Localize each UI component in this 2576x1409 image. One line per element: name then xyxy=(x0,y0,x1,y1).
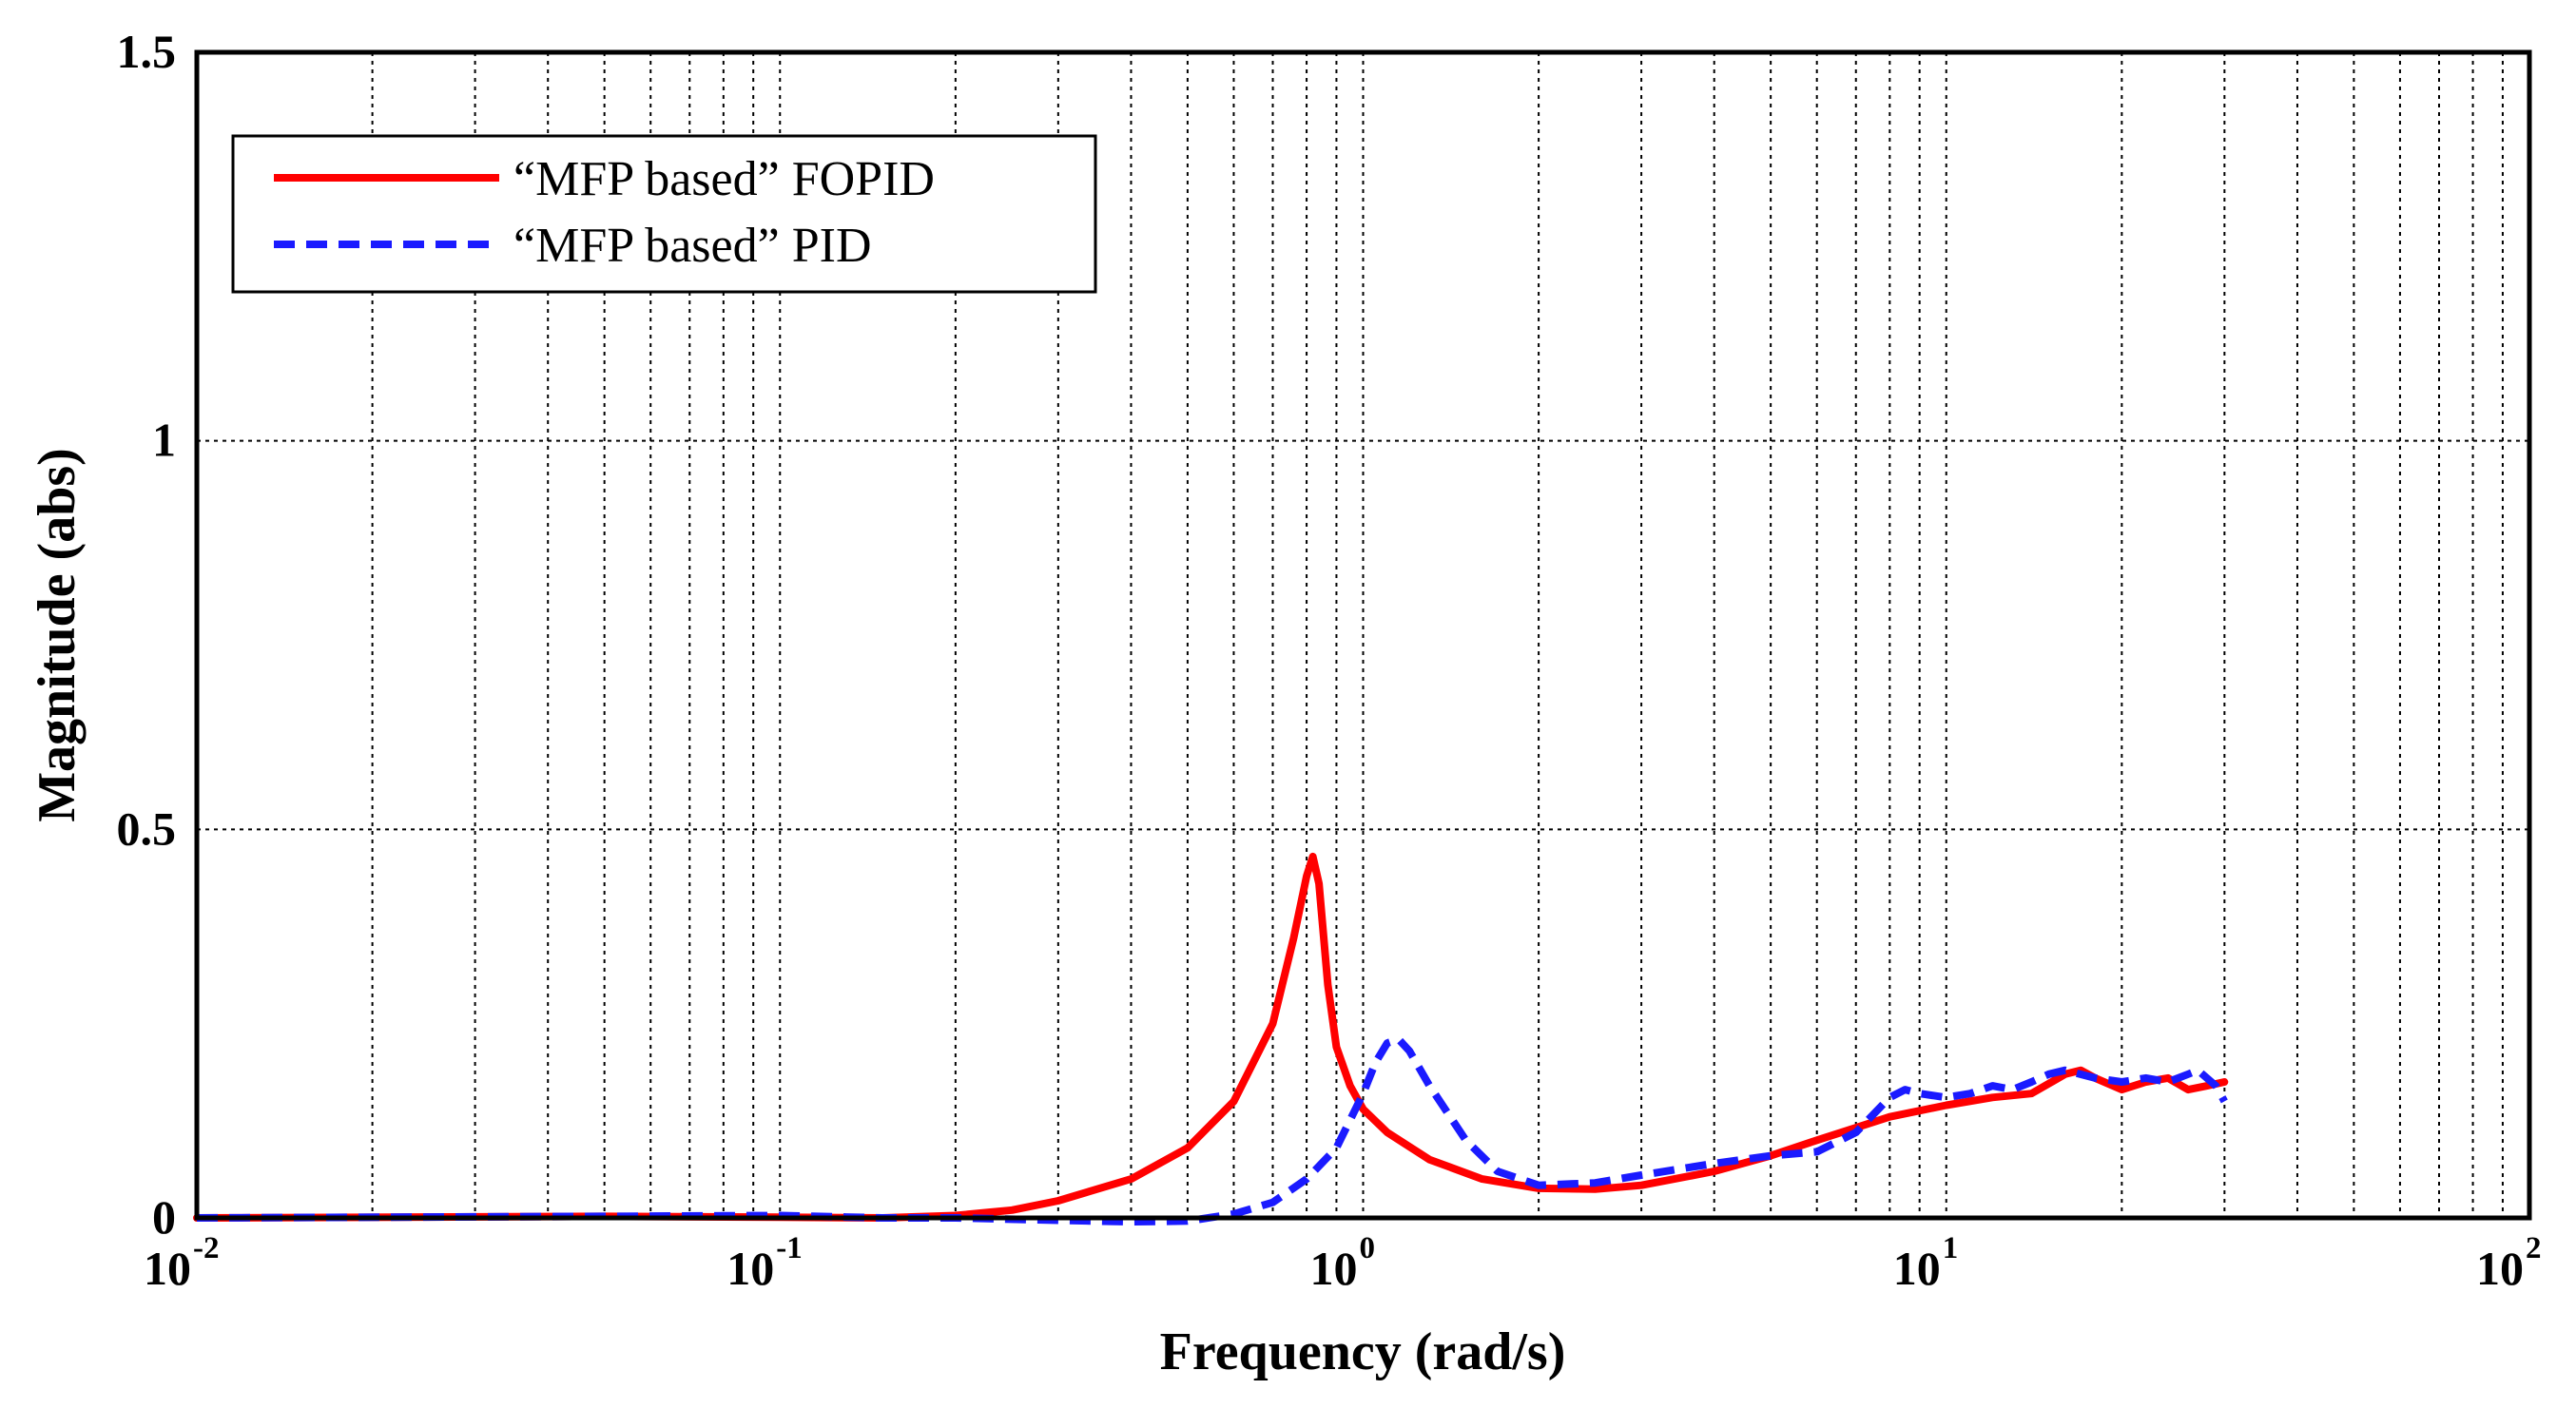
plot-frame xyxy=(194,49,2532,1221)
legend-label-fopid: “MFP based” FOPID xyxy=(513,152,935,206)
legend-label-pid: “MFP based” PID xyxy=(513,219,872,273)
y-axis-label: Magnitude (abs) xyxy=(28,448,87,822)
x-axis-label: Frequency (rad/s) xyxy=(1160,1322,1566,1381)
x-tick-exponent: 1 xyxy=(1943,1231,1959,1265)
x-tick-exponent: 0 xyxy=(1360,1231,1376,1265)
x-tick-exponent: -1 xyxy=(776,1231,803,1265)
legend: “MFP based” FOPID “MFP based” PID xyxy=(231,134,1097,294)
x-tick-label: 10 xyxy=(726,1242,774,1295)
y-tick-label: 1.5 xyxy=(117,25,177,78)
x-tick-exponent: 2 xyxy=(2526,1231,2542,1265)
y-tick-label: 0 xyxy=(152,1190,176,1244)
x-tick-exponent: -2 xyxy=(193,1231,220,1265)
y-tick-label: 0.5 xyxy=(117,801,177,855)
x-tick-label: 10 xyxy=(144,1242,191,1295)
y-tick-label: 1 xyxy=(152,414,176,467)
x-tick-label: 10 xyxy=(2476,1242,2524,1295)
legend-box xyxy=(231,134,1097,294)
x-tick-label: 10 xyxy=(1893,1242,1941,1295)
x-tick-label: 10 xyxy=(1310,1242,1358,1295)
